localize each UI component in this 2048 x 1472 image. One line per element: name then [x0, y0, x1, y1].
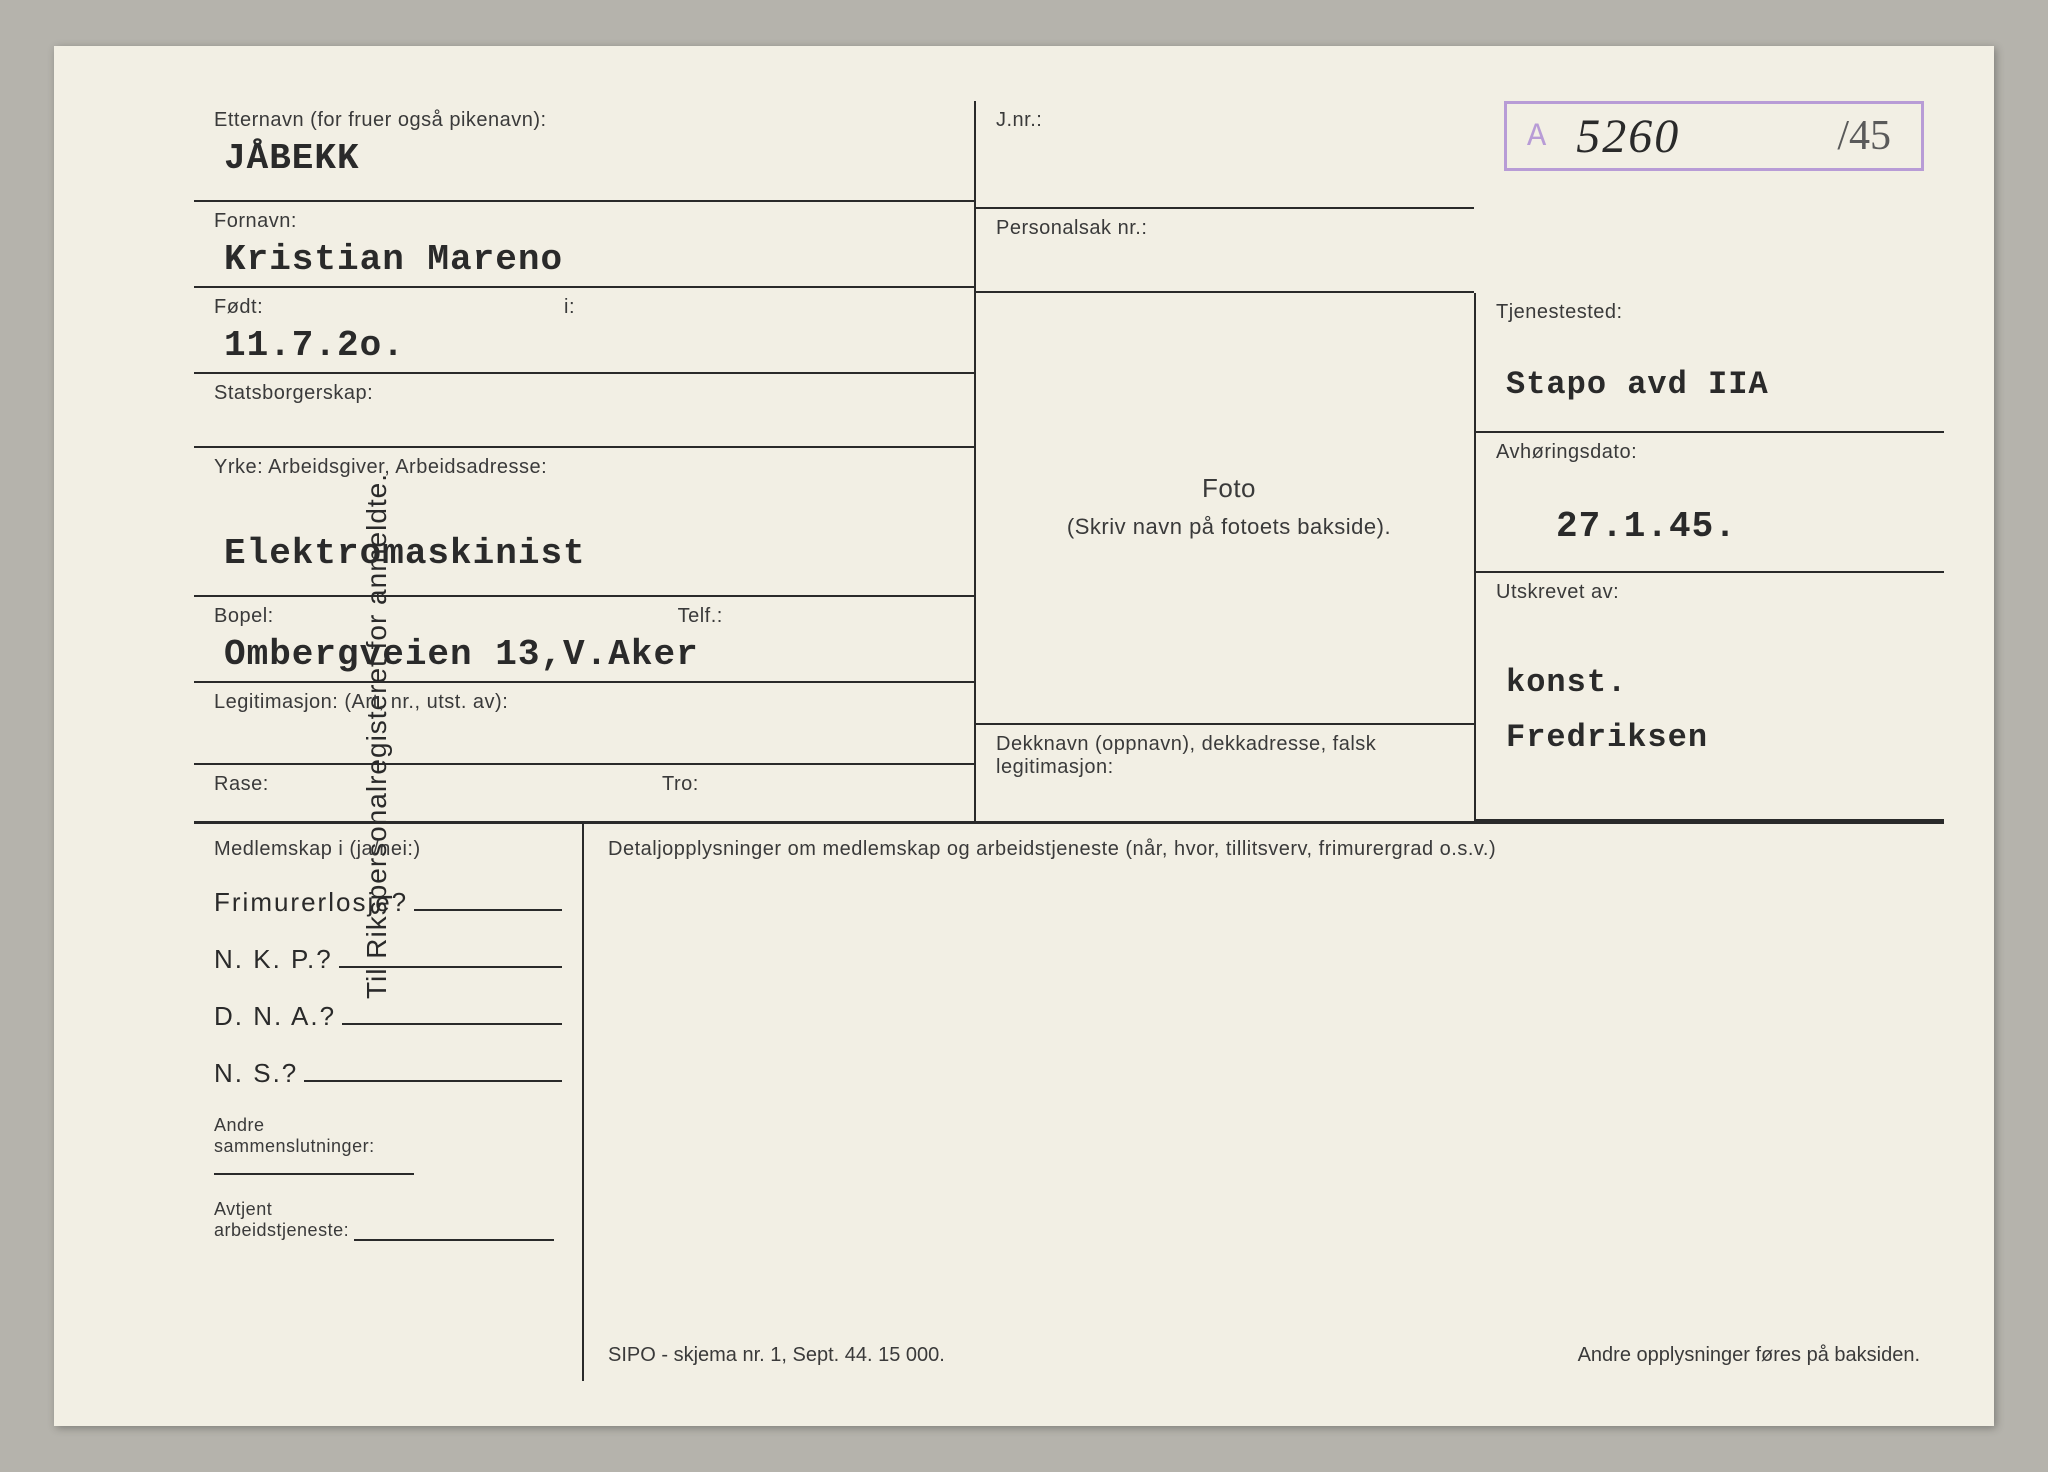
label-utskrevet: Utskrevet av:	[1496, 581, 1932, 604]
value-utskrevet1: konst.	[1496, 664, 1932, 701]
stamp-prefix: A	[1527, 118, 1546, 155]
field-dekknavn: Dekknavn (oppnavn), dekkadresse, falsk l…	[976, 725, 1474, 821]
blank-line	[354, 1225, 554, 1241]
field-statsborgerskap: Statsborgerskap:	[194, 374, 974, 449]
line-dna: D. N. A.?	[214, 1001, 562, 1032]
line-frimurer: Frimurerlosje?	[214, 887, 562, 918]
block-avtjent: Avtjent arbeidstjeneste:	[214, 1199, 562, 1241]
label-statsborgerskap: Statsborgerskap:	[214, 382, 962, 405]
label-fodt: Født:	[214, 296, 962, 319]
card-content: A 5260 /45 Etternavn (for fruer også pik…	[194, 101, 1944, 1386]
middle-column: J.nr.: Personalsak nr.: Foto (Skriv navn…	[974, 101, 1474, 821]
stamp-number: 5260	[1576, 109, 1680, 164]
label-dekknavn: Dekknavn (oppnavn), dekkadresse, falsk l…	[996, 733, 1462, 779]
value-fodt: 11.7.2o.	[214, 325, 962, 366]
label-etternavn: Etternavn (for fruer også pikenavn):	[214, 109, 962, 132]
field-jnr: J.nr.:	[976, 101, 1474, 209]
field-legitimasjon: Legitimasjon: (Art, nr., utst. av):	[194, 683, 974, 765]
label-avtjent2: arbeidstjeneste:	[214, 1220, 349, 1240]
value-etternavn: JÅBEKK	[214, 138, 962, 179]
label-personalsak: Personalsak nr.:	[996, 217, 1462, 240]
label-tro: Tro:	[662, 773, 699, 796]
label-avhoringsdato: Avhøringsdato:	[1496, 441, 1932, 464]
field-avhoringsdato: Avhøringsdato: 27.1.45.	[1474, 433, 1944, 573]
line-nkp: N. K. P.?	[214, 944, 562, 975]
blank-line	[414, 891, 562, 911]
line-ns: N. S.?	[214, 1058, 562, 1089]
value-utskrevet2: Fredriksen	[1496, 719, 1932, 756]
label-avtjent1: Avtjent	[214, 1199, 272, 1219]
form-id: SIPO - skjema nr. 1, Sept. 44. 15 000.	[608, 1344, 945, 1367]
field-fornavn: Fornavn: Kristian Mareno	[194, 202, 974, 288]
label-andre2: sammenslutninger:	[214, 1136, 375, 1156]
label-foto: Foto	[1202, 473, 1256, 504]
field-personalsak: Personalsak nr.:	[976, 209, 1474, 293]
journal-stamp: A 5260 /45	[1504, 101, 1924, 171]
label-detalj: Detaljopplysninger om medlemskap og arbe…	[608, 838, 1496, 860]
details-column: Detaljopplysninger om medlemskap og arbe…	[584, 824, 1944, 1381]
field-fodt: Født: i: 11.7.2o.	[194, 288, 974, 374]
blank-line	[339, 948, 562, 968]
spacer2	[1474, 209, 1944, 293]
label-tjenestested: Tjenestested:	[1496, 301, 1932, 324]
registration-card: Til Rikspersonalregisteret for anmeldte.…	[54, 46, 1994, 1426]
label-rase: Rase:	[214, 773, 962, 796]
label-jnr: J.nr.:	[996, 109, 1462, 132]
label-telf: Telf.:	[678, 605, 723, 628]
label-nkp: N. K. P.?	[214, 944, 333, 975]
value-fornavn: Kristian Mareno	[214, 239, 962, 280]
stamp-suffix: /45	[1837, 112, 1891, 160]
block-andre: Andre sammenslutninger:	[214, 1115, 562, 1175]
blank-line	[342, 1005, 562, 1025]
field-bopel: Bopel: Telf.: Ombergveien 13,V.Aker	[194, 597, 974, 683]
right-column: Tjenestested: Stapo avd IIA Avhøringsdat…	[1474, 101, 1944, 821]
field-etternavn: Etternavn (for fruer også pikenavn): JÅB…	[194, 101, 974, 202]
left-column: Etternavn (for fruer også pikenavn): JÅB…	[194, 101, 974, 821]
value-bopel: Ombergveien 13,V.Aker	[214, 634, 962, 675]
label-bopel: Bopel:	[214, 605, 962, 628]
value-avhoringsdato: 27.1.45.	[1496, 506, 1932, 547]
bottom-section: Medlemskap i (ja/nei:) Frimurerlosje? N.…	[194, 821, 1944, 1381]
membership-column: Medlemskap i (ja/nei:) Frimurerlosje? N.…	[194, 824, 584, 1381]
field-tjenestested: Tjenestested: Stapo avd IIA	[1474, 293, 1944, 433]
bakside-note: Andre opplysninger føres på baksiden.	[1578, 1344, 1920, 1367]
label-yrke: Yrke: Arbeidsgiver, Arbeidsadresse:	[214, 456, 962, 479]
label-dna: D. N. A.?	[214, 1001, 336, 1032]
label-frimurer: Frimurerlosje?	[214, 887, 408, 918]
field-yrke: Yrke: Arbeidsgiver, Arbeidsadresse: Elek…	[194, 448, 974, 596]
value-tjenestested: Stapo avd IIA	[1496, 366, 1932, 403]
label-medlemskap: Medlemskap i (ja/nei:)	[214, 838, 421, 860]
top-section: Etternavn (for fruer også pikenavn): JÅB…	[194, 101, 1944, 821]
label-fornavn: Fornavn:	[214, 210, 962, 233]
label-legitimasjon: Legitimasjon: (Art, nr., utst. av):	[214, 691, 962, 714]
blank-line	[304, 1062, 562, 1082]
field-rase: Rase: Tro:	[194, 765, 974, 821]
label-i: i:	[564, 296, 575, 319]
field-utskrevet: Utskrevet av: konst. Fredriksen	[1474, 573, 1944, 821]
label-foto-sub: (Skriv navn på fotoets bakside).	[1067, 514, 1391, 540]
field-foto: Foto (Skriv navn på fotoets bakside).	[976, 293, 1474, 725]
label-ns: N. S.?	[214, 1058, 298, 1089]
blank-line	[214, 1159, 414, 1175]
value-yrke: Elektromaskinist	[214, 533, 962, 574]
label-andre1: Andre	[214, 1115, 265, 1135]
